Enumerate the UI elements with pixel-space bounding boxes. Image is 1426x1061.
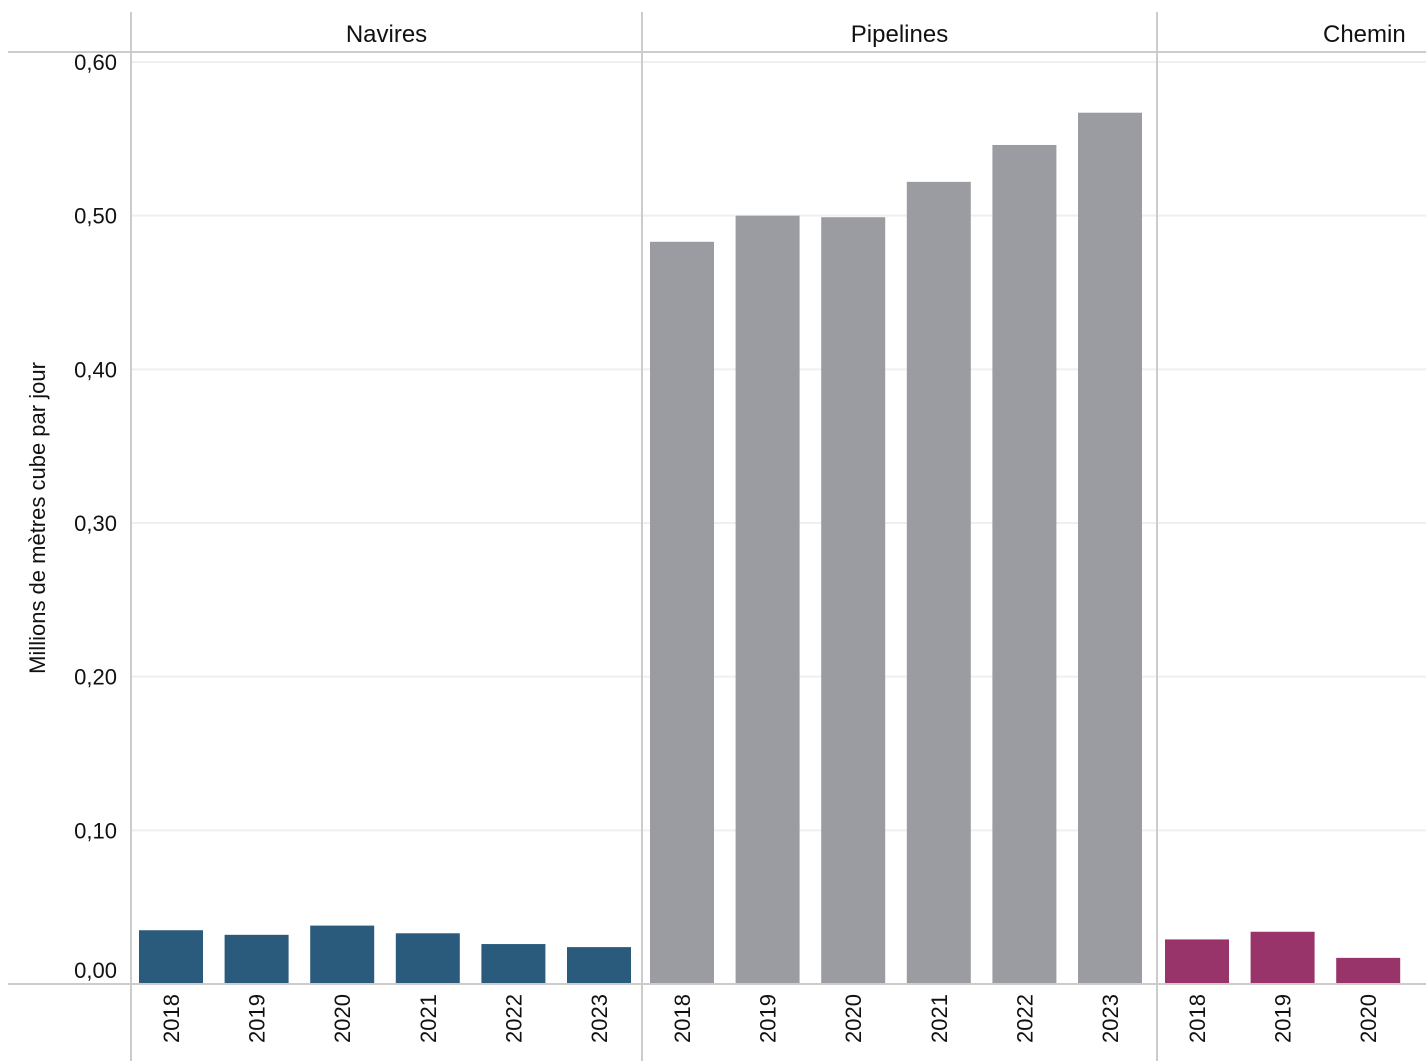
x-tick-label: 2021: [416, 994, 441, 1043]
panel-header: Pipelines: [851, 21, 948, 48]
x-tick-label: 2018: [159, 994, 184, 1043]
x-tick-label: 2018: [1185, 994, 1210, 1043]
bar: [395, 933, 460, 984]
bar: [735, 215, 800, 984]
x-tick-label: 2019: [245, 994, 270, 1043]
bar: [1250, 931, 1315, 984]
x-tick-label: 2020: [330, 994, 355, 1043]
bar: [310, 925, 375, 984]
x-tick-label: 2019: [1271, 994, 1296, 1043]
y-axis-label: Millions de mètres cube par jour: [25, 362, 50, 674]
y-tick-label: 0,10: [74, 818, 117, 843]
x-tick-label: 2023: [587, 994, 612, 1043]
x-tick-label: 2020: [1356, 994, 1381, 1043]
y-tick-label: 0,00: [74, 958, 117, 983]
bar: [139, 930, 203, 984]
panel-header: Chemin: [1323, 21, 1406, 48]
bar: [1336, 957, 1401, 984]
panel-header: Navires: [346, 21, 427, 48]
x-tick-label: 2018: [670, 994, 695, 1043]
y-tick-label: 0,20: [74, 665, 117, 690]
y-tick-label: 0,60: [74, 50, 117, 75]
bar: [567, 947, 631, 984]
y-axis: 0,00 0,10 0,20 0,30 0,40 0,50 0,60: [74, 50, 117, 983]
x-tick-label: 2022: [501, 994, 526, 1043]
bar: [650, 241, 714, 985]
bar: [906, 181, 971, 985]
bars: [139, 112, 1401, 985]
x-tick-label: 2019: [756, 994, 781, 1043]
y-tick-label: 0,50: [74, 204, 117, 229]
x-axis: 2018 2019 2020 2021 2022 2023 2018 2019 2020 2021…: [159, 994, 1381, 1043]
bar: [992, 144, 1057, 985]
panel-frame: [8, 12, 1426, 1061]
bar: [224, 934, 289, 984]
bar: [821, 217, 886, 984]
panel-headers: Navires Pipelines Chemin: [346, 21, 1406, 48]
x-tick-label: 2022: [1012, 994, 1037, 1043]
x-tick-label: 2023: [1098, 994, 1123, 1043]
bar: [1165, 939, 1229, 984]
y-tick-label: 0,40: [74, 357, 117, 382]
bar: [481, 944, 546, 984]
y-tick-label: 0,30: [74, 511, 117, 536]
bar: [1078, 112, 1142, 984]
x-tick-label: 2021: [927, 994, 952, 1043]
x-tick-label: 2020: [841, 994, 866, 1043]
